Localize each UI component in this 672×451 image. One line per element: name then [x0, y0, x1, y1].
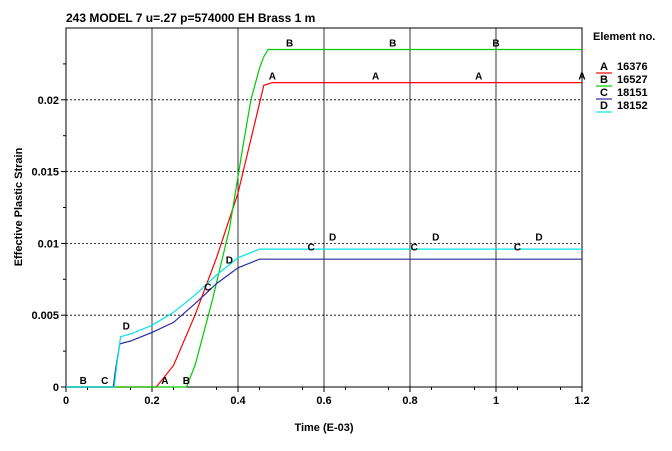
series-marker-c: C	[411, 242, 418, 253]
series-marker-d: D	[226, 255, 233, 266]
legend-letter: C	[600, 87, 608, 99]
series-marker-b: B	[80, 376, 87, 387]
series-line-c	[66, 258, 582, 388]
x-ticks: 0 0.2 0.4 0.6 0.8 1 1.2	[63, 387, 590, 407]
x-tick-label: 0	[63, 395, 69, 407]
series-marker-c: C	[514, 242, 521, 253]
series-marker-d: D	[329, 232, 336, 243]
y-tick-label: 0.015	[31, 167, 59, 179]
chart-title: 243 MODEL 7 u=.27 p=574000 EH Brass 1 m	[66, 11, 315, 25]
series-marker-a: A	[161, 376, 168, 387]
series-line-d	[66, 248, 582, 388]
legend-letter: D	[600, 100, 608, 112]
series-marker-b: B	[183, 376, 190, 387]
series-marker-d: D	[432, 232, 439, 243]
x-tick-label: 0.6	[316, 395, 331, 407]
series-marker-d: D	[123, 321, 130, 332]
legend-label: 18152	[617, 100, 648, 112]
x-tick-label: 0.2	[144, 395, 159, 407]
y-axis-label: Effective Plastic Strain	[13, 147, 25, 266]
series-line-a	[66, 82, 582, 388]
series-marker-a: A	[475, 72, 482, 83]
series-lines	[66, 48, 582, 388]
x-axis-label: Time (E-03)	[294, 422, 353, 434]
series-marker-a: A	[372, 72, 379, 83]
series-marker-c: C	[101, 376, 108, 387]
legend-letter: A	[600, 61, 608, 73]
legend-label: 16527	[617, 74, 648, 86]
legend-title: Element no.	[593, 31, 655, 43]
series-marker-a: A	[578, 72, 585, 83]
y-tick-label: 0	[53, 382, 59, 394]
series-marker-c: C	[307, 242, 314, 253]
y-tick-label: 0.005	[31, 310, 59, 322]
y-tick-label: 0.02	[38, 95, 59, 107]
series-markers: A A A A A B B B B B C C C C C D D D D D	[80, 39, 586, 387]
series-marker-b: B	[492, 39, 499, 50]
series-marker-b: B	[286, 39, 293, 50]
legend-label: 16376	[617, 61, 648, 73]
series-marker-a: A	[269, 72, 276, 83]
x-tick-label: 0.4	[230, 395, 246, 407]
legend: A 16376 B 16527 C 18151 D 18152	[596, 61, 648, 113]
series-line-b	[66, 48, 582, 388]
grid	[66, 28, 582, 387]
y-tick-label: 0.01	[38, 238, 59, 250]
x-tick-label: 1.2	[574, 395, 589, 407]
legend-letter: B	[600, 74, 608, 86]
series-marker-d: D	[535, 232, 542, 243]
series-marker-b: B	[389, 39, 396, 50]
x-tick-label: 1	[493, 395, 499, 407]
y-ticks: 0 0.005 0.01 0.015 0.02	[31, 63, 66, 394]
x-tick-label: 0.8	[402, 395, 417, 407]
legend-label: 18151	[617, 87, 648, 99]
series-marker-c: C	[204, 283, 211, 294]
